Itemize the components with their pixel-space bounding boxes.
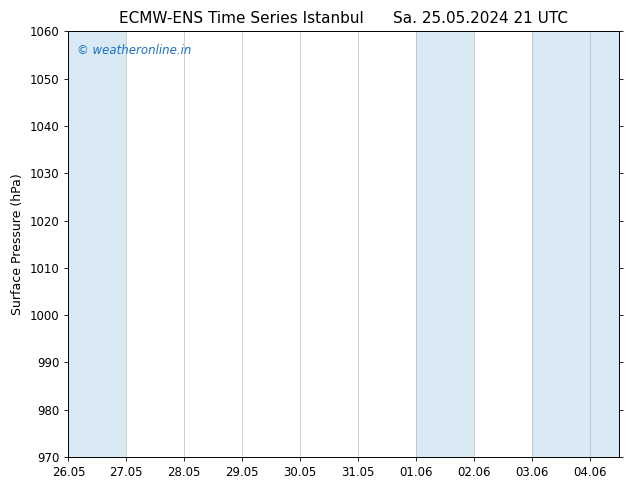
Text: © weatheronline.in: © weatheronline.in	[77, 44, 191, 57]
Bar	[532, 31, 619, 457]
Y-axis label: Surface Pressure (hPa): Surface Pressure (hPa)	[11, 173, 24, 315]
Bar	[68, 31, 126, 457]
Bar	[416, 31, 474, 457]
Title: ECMW-ENS Time Series Istanbul      Sa. 25.05.2024 21 UTC: ECMW-ENS Time Series Istanbul Sa. 25.05.…	[119, 11, 568, 26]
